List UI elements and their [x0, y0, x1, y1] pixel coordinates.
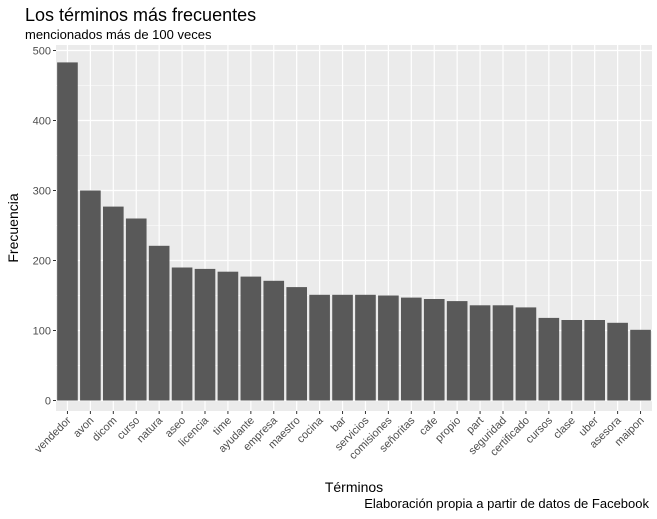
bar-avon — [80, 190, 101, 401]
bar-uber — [584, 320, 606, 401]
x-tick-label: dicom — [90, 415, 119, 444]
bar-cocina — [309, 294, 330, 401]
bar-maestro — [286, 287, 308, 401]
bar-propio — [446, 301, 468, 401]
bar-part — [469, 305, 491, 401]
bar-licencia — [194, 268, 216, 401]
y-tick-label: 400 — [33, 116, 51, 128]
y-tick-label: 300 — [33, 186, 51, 198]
x-tick-label: cursos — [524, 414, 556, 446]
bar-curso — [125, 218, 147, 401]
bar-cursos — [538, 317, 560, 401]
bar-time — [217, 271, 239, 401]
x-tick-label: propio — [433, 415, 463, 445]
bar-empresa — [263, 280, 285, 401]
x-tick-label: cocina — [295, 414, 327, 446]
y-tick-label: 100 — [33, 326, 51, 338]
bar-cafe — [423, 299, 445, 401]
y-axis-title: Frecuencia — [5, 193, 21, 262]
bar-servicios — [355, 294, 376, 401]
bar-dicom — [102, 206, 124, 401]
bar-seguridad — [492, 305, 514, 401]
x-tick-label: vendedor — [33, 414, 74, 455]
bar-aseo — [171, 267, 193, 401]
x-axis-title: Términos — [325, 479, 383, 495]
bar-natura — [148, 245, 170, 401]
bar-vendedor — [57, 62, 78, 401]
bar-asesora — [607, 322, 628, 401]
bar-clase — [561, 320, 583, 401]
chart-caption: Elaboración propia a partir de datos de … — [364, 496, 649, 511]
bar-comisiones — [378, 295, 399, 401]
bar-certificado — [515, 307, 537, 401]
bar-ayudante — [240, 276, 262, 401]
x-tick-label: clase — [551, 415, 578, 442]
y-tick-label: 500 — [33, 46, 51, 58]
chart-subtitle: mencionados más de 100 veces — [25, 27, 212, 42]
y-tick-label: 0 — [45, 396, 51, 408]
bar-señoritas — [400, 297, 422, 401]
y-axis: 0 100 200 300 400 500 — [33, 46, 56, 408]
x-axis: vendedoravondicomcursonaturaaseolicencia… — [33, 411, 647, 462]
bar-maipon — [630, 329, 651, 401]
bars — [57, 62, 651, 401]
chart-title: Los términos más frecuentes — [25, 5, 257, 25]
y-tick-label: 200 — [33, 256, 51, 268]
x-tick-label: natura — [135, 414, 166, 445]
bar-bar — [332, 294, 353, 401]
